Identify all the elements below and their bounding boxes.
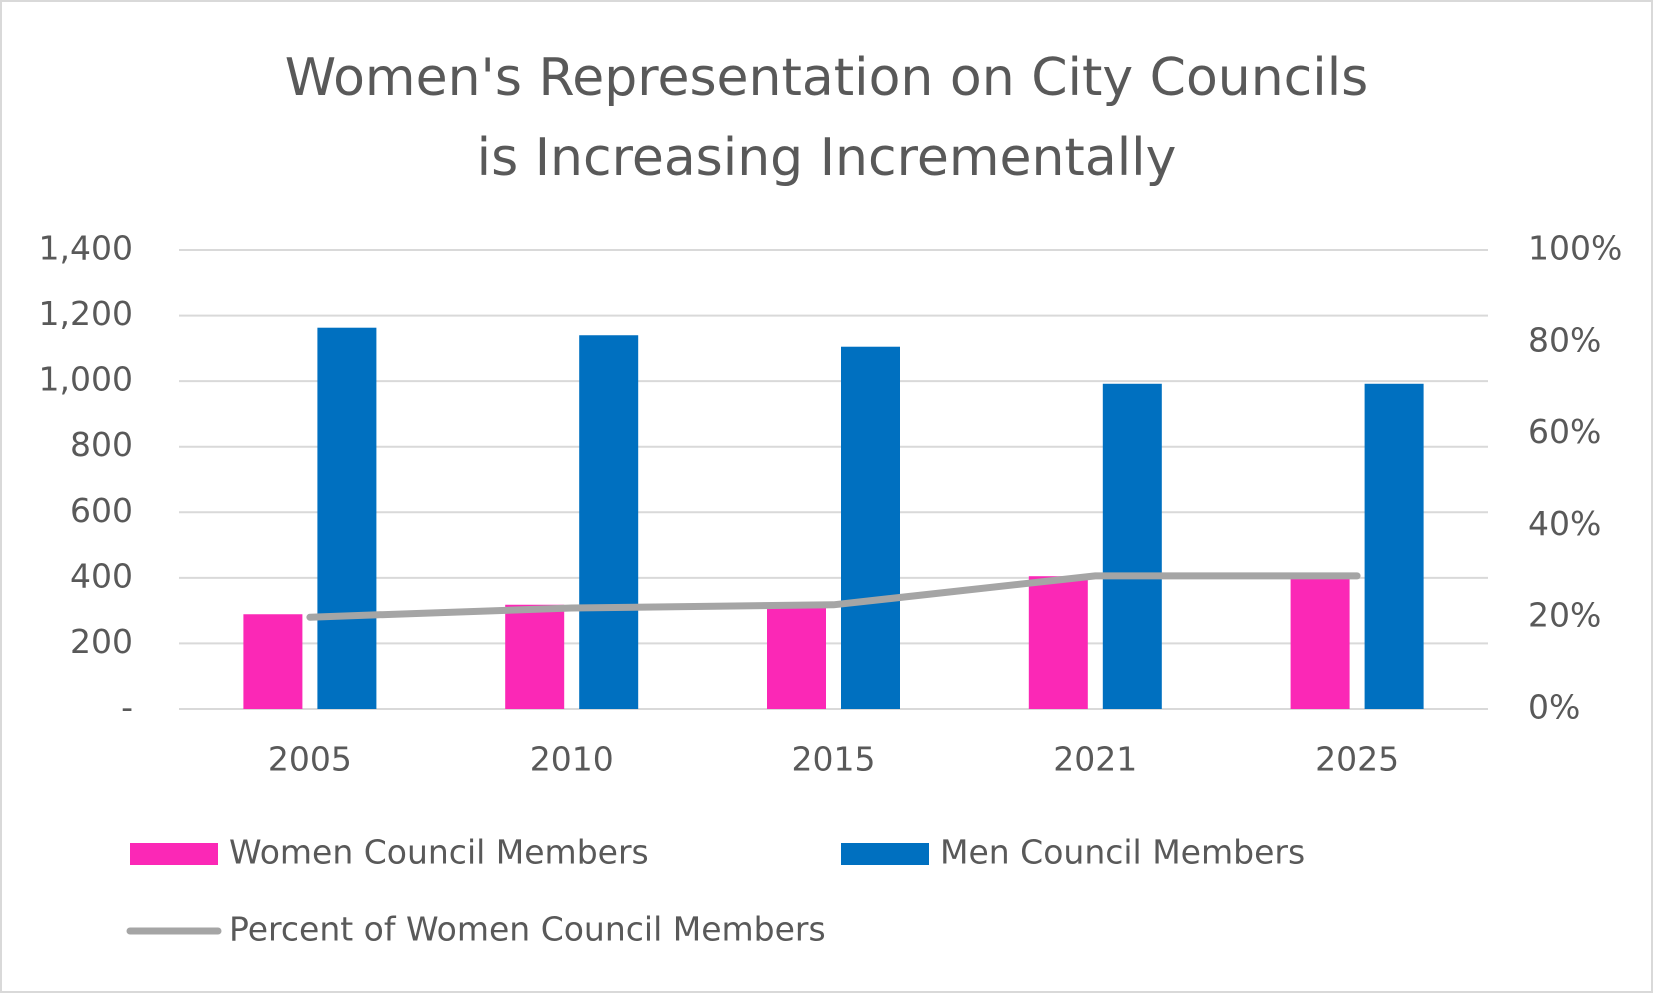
bar	[1102, 383, 1162, 709]
y2-tick-label: 60%	[1528, 412, 1601, 451]
y2-tick-label: 100%	[1528, 229, 1622, 268]
legend-label: Men Council Members	[940, 833, 1305, 872]
x-tick-label: 2021	[1053, 740, 1137, 779]
y-tick-label: 600	[70, 491, 133, 530]
bar	[505, 604, 565, 709]
line-series	[306, 572, 1361, 621]
y-tick-label: 800	[70, 425, 133, 464]
y-tick-label: -	[121, 688, 133, 727]
bar	[1290, 577, 1350, 709]
y-tick-label: 1,200	[39, 294, 133, 333]
y2-tick-label: 80%	[1528, 320, 1601, 359]
y2-tick-label: 20%	[1528, 596, 1601, 635]
y-tick-label: 200	[70, 622, 133, 661]
y2-tick-label: 0%	[1528, 688, 1580, 727]
y-tick-label: 1,400	[39, 229, 133, 268]
bar	[841, 346, 900, 709]
y-tick-label: 400	[70, 556, 133, 595]
legend-label: Women Council Members	[229, 833, 649, 872]
x-tick-label: 2025	[1315, 740, 1399, 779]
bar	[243, 614, 303, 709]
y-tick-label: 1,000	[39, 360, 133, 399]
x-tick-label: 2010	[530, 740, 614, 779]
bar	[1028, 576, 1088, 709]
legend-swatch	[130, 843, 218, 865]
y2-tick-label: 40%	[1528, 504, 1601, 543]
bar	[767, 608, 826, 709]
chart-title: Women's Representation on City Councils …	[284, 48, 1369, 188]
legend-swatch	[841, 843, 929, 865]
bar	[1364, 383, 1424, 709]
legend-label: Percent of Women Council Members	[229, 910, 826, 949]
x-tick-label: 2005	[268, 740, 352, 779]
bar	[317, 327, 377, 709]
bar	[579, 335, 639, 709]
x-tick-label: 2015	[792, 740, 876, 779]
